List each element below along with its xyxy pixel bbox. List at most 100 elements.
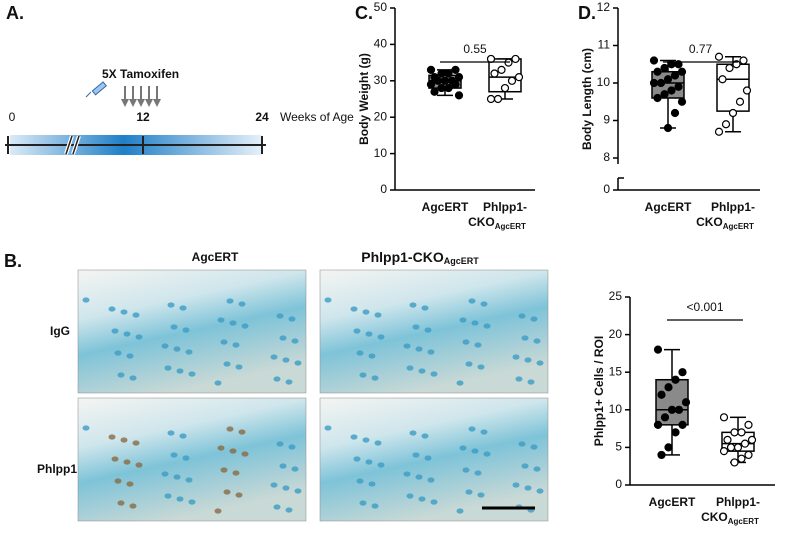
- cell: [412, 324, 420, 330]
- y-tick-label: 8: [603, 150, 610, 164]
- cell: [285, 379, 293, 385]
- data-point: [663, 75, 673, 84]
- data-point: [490, 69, 499, 78]
- cell: [179, 433, 187, 439]
- cell: [427, 477, 435, 483]
- cell: [415, 346, 423, 352]
- y-tick-label: 40: [374, 37, 388, 51]
- cell: [533, 466, 541, 472]
- data-point: [649, 56, 659, 65]
- data-point: [660, 63, 669, 73]
- y-tick-label: 20: [609, 327, 623, 341]
- data-point: [426, 65, 436, 74]
- data-point: [657, 390, 666, 399]
- cell: [359, 372, 367, 378]
- cell: [409, 430, 417, 436]
- cell: [132, 440, 140, 446]
- cell: [220, 467, 228, 473]
- label-part: CKO: [468, 215, 495, 229]
- data-point: [744, 450, 753, 460]
- cell: [459, 317, 467, 323]
- cell: [273, 376, 281, 382]
- data-point: [664, 443, 673, 452]
- cell: [294, 488, 302, 494]
- cell: [232, 342, 240, 348]
- data-point: [660, 90, 669, 99]
- x-tick-label: AgcERT: [645, 200, 692, 214]
- cell: [477, 364, 485, 370]
- cell: [456, 380, 464, 386]
- cell: [285, 507, 293, 513]
- data-point: [514, 73, 524, 82]
- cell: [288, 316, 296, 322]
- cell: [214, 380, 222, 386]
- column-label: AgcERT: [192, 250, 239, 264]
- cell: [291, 466, 299, 472]
- cell: [406, 365, 414, 371]
- data-point: [719, 413, 729, 422]
- cell: [406, 493, 414, 499]
- cell: [480, 301, 488, 307]
- cell: [412, 452, 420, 458]
- data-point: [454, 73, 464, 82]
- data-point: [670, 71, 680, 80]
- cell: [241, 323, 249, 329]
- cell: [512, 354, 520, 360]
- cell: [229, 320, 237, 326]
- data-point: [678, 420, 687, 429]
- cell: [462, 467, 470, 473]
- data-point: [663, 123, 673, 133]
- data-point: [735, 97, 745, 106]
- x-tick-label: AgcERT: [649, 495, 696, 509]
- cell: [474, 470, 482, 476]
- cell: [270, 354, 278, 360]
- data-point: [437, 69, 446, 78]
- x-tick-label: Phlpp1-CKOAgcERT: [696, 200, 755, 231]
- y-tick-label: 0: [615, 477, 622, 491]
- cell: [365, 331, 373, 337]
- data-point: [657, 450, 666, 460]
- cell: [123, 331, 131, 337]
- cell: [356, 350, 364, 356]
- cell: [270, 482, 278, 488]
- p-value: 0.55: [463, 42, 487, 56]
- label-part: AgcERT: [649, 495, 696, 509]
- label-subscript: AgcERT: [495, 222, 526, 231]
- cell: [170, 452, 178, 458]
- cell: [512, 482, 520, 488]
- data-point: [737, 428, 746, 437]
- cell: [350, 434, 358, 440]
- cell: [468, 298, 476, 304]
- cell: [279, 463, 287, 469]
- cell: [117, 372, 125, 378]
- y-tick-label: 50: [374, 0, 388, 14]
- y-tick-label: 9: [603, 113, 610, 127]
- cell: [223, 489, 231, 495]
- label-part: Phlpp1-: [716, 495, 760, 509]
- data-point: [730, 428, 739, 437]
- cell: [123, 459, 131, 465]
- data-point: [728, 108, 738, 118]
- treatment-label: 5X Tamoxifen: [102, 67, 179, 81]
- cell: [377, 462, 385, 468]
- panel-label: C.: [355, 3, 373, 23]
- cell: [129, 503, 137, 509]
- panel-label: A.: [6, 3, 24, 23]
- data-point: [742, 86, 752, 95]
- p-value: 0.77: [689, 42, 713, 56]
- cell: [465, 361, 473, 367]
- x-tick-label: AgcERT: [422, 200, 469, 214]
- cell: [176, 496, 184, 502]
- data-point: [440, 76, 450, 85]
- panel-label: D.: [578, 3, 596, 23]
- cell: [229, 448, 237, 454]
- cell: [235, 492, 243, 498]
- cell: [185, 349, 193, 355]
- cell: [483, 451, 491, 457]
- cell: [120, 309, 128, 315]
- data-point: [718, 75, 727, 84]
- micrographs: [77, 269, 549, 522]
- cell: [82, 425, 90, 431]
- data-point: [437, 83, 446, 93]
- cell: [530, 316, 538, 322]
